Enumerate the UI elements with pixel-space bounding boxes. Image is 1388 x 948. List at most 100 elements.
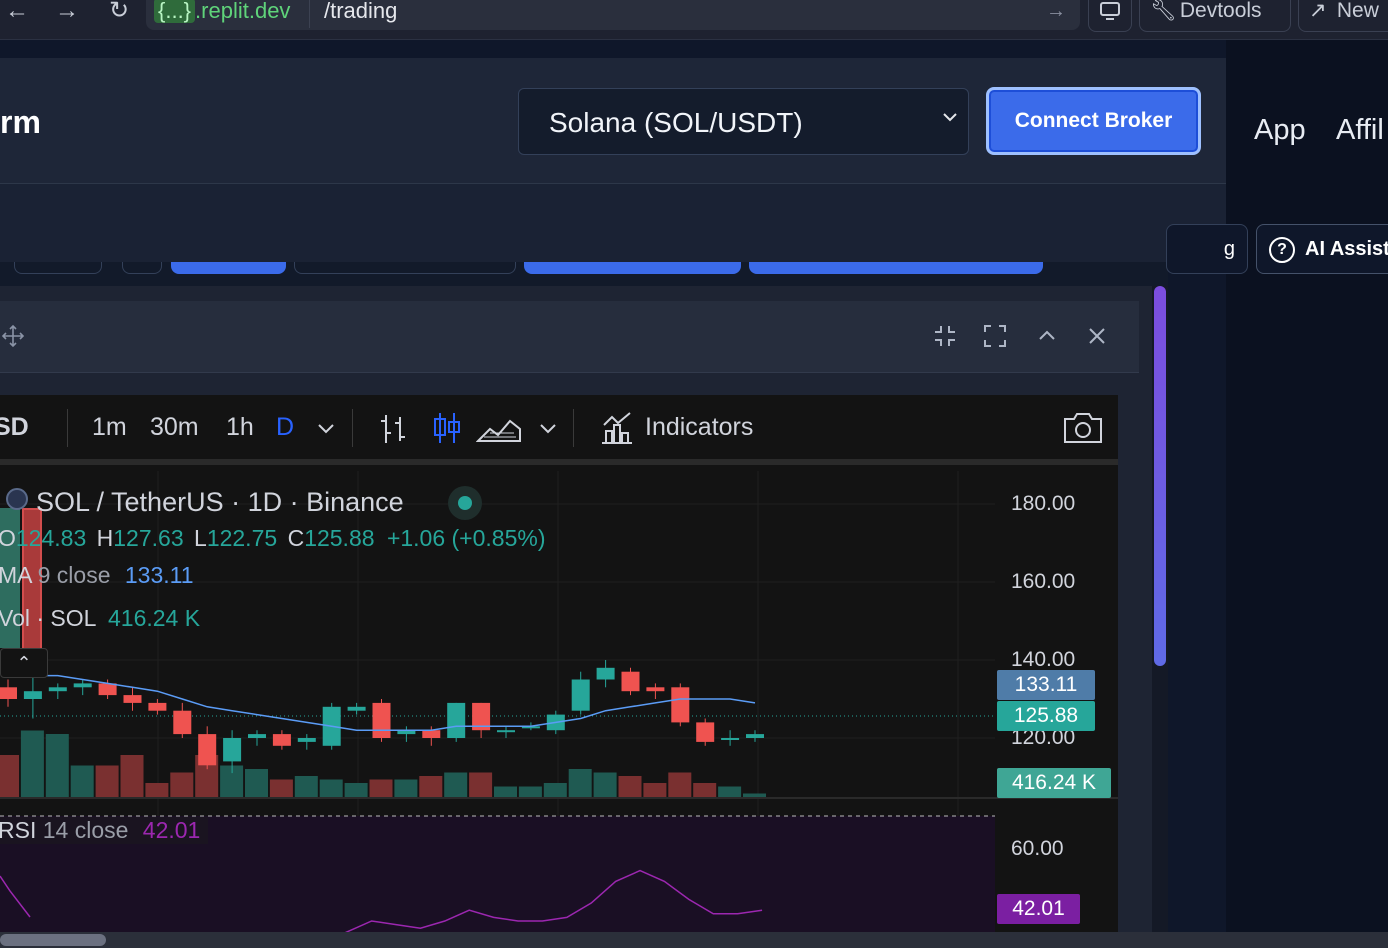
candle-body (272, 734, 291, 746)
forward-icon[interactable]: → (55, 0, 79, 24)
tab-1[interactable] (14, 262, 102, 274)
low-label: L (194, 525, 207, 551)
candle-body (497, 730, 515, 733)
devtools-button[interactable]: 🔧︎ Devtools (1139, 0, 1291, 32)
chevron-down-icon[interactable] (538, 421, 558, 437)
volume-bar (718, 786, 742, 797)
tab-2[interactable] (122, 262, 162, 274)
volume-bar (20, 730, 44, 797)
monitor-icon[interactable] (1088, 0, 1132, 32)
candle-body (397, 730, 416, 735)
volume-bar (145, 783, 169, 797)
chevron-up-icon: ⌃ (16, 653, 32, 673)
nav-link-affiliate[interactable]: Affil (1336, 114, 1384, 146)
price-tick: 120.00 (1011, 726, 1076, 749)
volume-bar (643, 783, 667, 797)
volume-bar (618, 776, 642, 797)
url-divider (309, 0, 310, 28)
volume-bar (70, 765, 94, 797)
candle-body (646, 687, 665, 692)
address-bar[interactable]: {...} .replit.dev /trading → (146, 0, 1080, 30)
volume-bar (120, 755, 144, 797)
symbol-select[interactable]: Solana (SOL/USDT) (518, 88, 969, 155)
tab-4[interactable] (294, 262, 516, 274)
volume-bar (95, 765, 119, 797)
interval-1h[interactable]: 1h (226, 413, 254, 441)
interval-d[interactable]: D (276, 413, 295, 441)
market-open-dot (458, 496, 472, 510)
widget-header (0, 301, 1139, 373)
volume-bar (195, 755, 219, 797)
high-label: H (96, 525, 114, 551)
move-icon[interactable] (0, 323, 26, 349)
app-nav-background (1226, 40, 1388, 948)
rsi-value: 42.01 (142, 817, 201, 843)
close-icon[interactable] (1084, 323, 1110, 349)
volume-bar (543, 783, 567, 797)
chevron-down-icon (943, 113, 957, 122)
sol-logo-icon (6, 488, 28, 510)
arrow-right-icon[interactable]: → (1046, 0, 1066, 22)
volume-bar (419, 776, 443, 797)
indicators-button[interactable]: Indicators (645, 413, 754, 441)
candle-body (248, 734, 266, 738)
reload-icon[interactable]: ↻ (108, 0, 130, 24)
rsi-line-start (0, 875, 31, 918)
ma-value: 133.11 (124, 562, 194, 588)
chevron-up-icon[interactable] (1034, 323, 1060, 349)
fullscreen-icon[interactable] (982, 323, 1008, 349)
volume-tag: 416.24 K (997, 768, 1111, 798)
brand-name: rm (0, 104, 41, 140)
horizontal-scrollbar-thumb[interactable] (0, 934, 106, 946)
devtools-label: Devtools (1179, 0, 1262, 22)
ai-assist-button[interactable]: ? AI Assist (1256, 224, 1388, 274)
ma-params: 9 close (37, 562, 111, 588)
candle-body (73, 683, 92, 688)
candle-body (98, 683, 117, 696)
tab-5[interactable] (524, 262, 741, 274)
area-chart-icon[interactable] (476, 415, 522, 445)
interval-30m[interactable]: 30m (150, 413, 199, 441)
collapse-legend-button[interactable]: ⌃ (0, 648, 48, 678)
horizontal-scrollbar-track[interactable] (0, 932, 1388, 948)
candle-body (621, 671, 640, 692)
volume-bar (319, 779, 343, 797)
interval-1m[interactable]: 1m (92, 413, 127, 441)
volume-bar (369, 779, 393, 797)
minimize-icon[interactable] (932, 323, 958, 349)
volume-bar (0, 755, 19, 797)
tab-6[interactable] (749, 262, 1043, 274)
bar-chart-style-icon[interactable] (378, 413, 408, 445)
ma-line (8, 674, 756, 731)
symbol-select-value: Solana (SOL/USDT) (549, 107, 803, 138)
toolbar-divider (67, 409, 68, 447)
candle-body (48, 687, 67, 692)
connect-broker-button[interactable]: Connect Broker (986, 87, 1201, 155)
ohlc-legend: O124.83 H127.63 L122.75 C125.88 +1.06 (+… (0, 525, 546, 552)
last-price-tag: 125.88 (997, 701, 1095, 731)
volume-bar (743, 793, 766, 797)
price-tick: 160.00 (1011, 570, 1076, 593)
tab-3[interactable] (171, 262, 286, 274)
volume-bar (245, 769, 268, 797)
partial-button[interactable]: g (1166, 224, 1248, 274)
new-tab-button[interactable]: ↗ New (1298, 0, 1388, 32)
camera-icon[interactable] (1062, 411, 1104, 445)
ma-price-tag: 133.11 (997, 670, 1095, 700)
indicators-icon[interactable] (600, 411, 634, 445)
candle-body (372, 702, 391, 738)
candle-body (746, 734, 764, 738)
chevron-down-icon[interactable] (316, 421, 336, 437)
candlestick-icon[interactable] (432, 411, 462, 445)
url-host: {...} .replit.dev (154, 0, 290, 26)
back-icon[interactable]: ← (5, 0, 29, 24)
volume-bar (593, 772, 617, 797)
vertical-scrollbar-thumb[interactable] (1154, 286, 1166, 666)
volume-bar (668, 772, 692, 797)
rsi-label: RSI (0, 817, 37, 843)
ma-label: MA (0, 562, 32, 588)
side-candle-up (0, 508, 20, 648)
symbol-search[interactable]: SD (0, 413, 29, 441)
close-value: 125.88 (304, 525, 375, 551)
nav-link-app[interactable]: App (1254, 114, 1306, 146)
